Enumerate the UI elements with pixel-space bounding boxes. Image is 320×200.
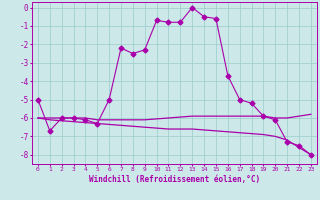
X-axis label: Windchill (Refroidissement éolien,°C): Windchill (Refroidissement éolien,°C) [89,175,260,184]
